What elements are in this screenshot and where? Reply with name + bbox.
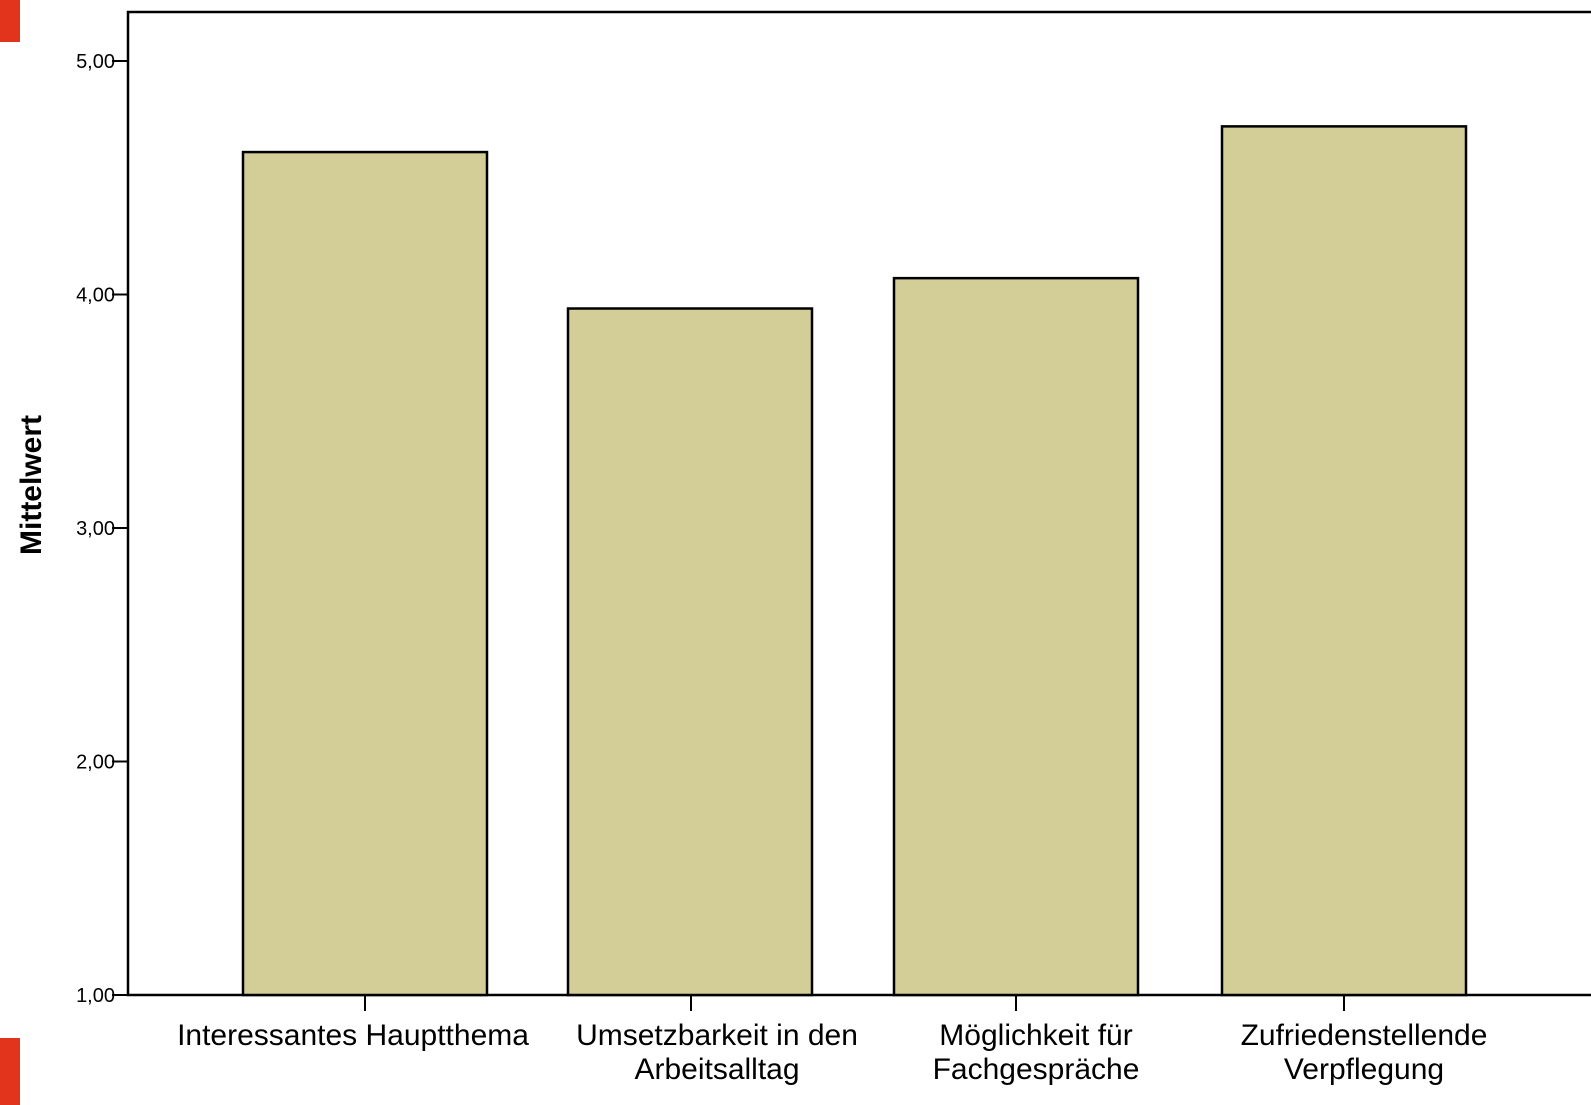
x-category-label-3-line-1: Verpflegung [1284,1053,1444,1086]
y-tick-label-4: 5,00 [76,51,115,73]
x-category-label-2-line-1: Fachgespräche [933,1053,1140,1086]
x-category-label-2-line-0: Möglichkeit für [939,1019,1132,1052]
x-category-label-1: Umsetzbarkeit in den Arbeitsalltag [576,1019,858,1086]
bars [241,125,1468,997]
plot-frame [126,10,1591,997]
bar-1 [566,307,814,997]
y-tick-label-3: 4,00 [76,285,115,307]
side-marker-bottom [0,1038,20,1105]
y-tick-label-1: 2,00 [76,752,115,774]
x-category-label-3: Zufriedenstellende Verpflegung [1241,1019,1488,1086]
y-tick-label-2: 3,00 [76,518,115,540]
y-axis: 1,00 2,00 3,00 4,00 5,00 [76,51,128,1007]
x-category-label-1-line-0: Umsetzbarkeit in den [576,1019,858,1052]
x-axis: Interessantes Hauptthema Umsetzbarkeit in… [177,995,1487,1086]
y-axis-title: Mittelwert [15,415,48,555]
bar-0 [241,150,489,997]
side-marker-top [0,0,20,42]
x-category-label-0: Interessantes Hauptthema [177,1019,529,1052]
x-category-label-0-line-0: Interessantes Hauptthema [177,1019,529,1052]
y-tick-label-0: 1,00 [76,985,115,1007]
x-category-label-1-line-1: Arbeitsalltag [634,1053,799,1086]
bar-3 [1220,125,1468,997]
x-category-label-3-line-0: Zufriedenstellende [1241,1019,1488,1052]
x-category-label-2: Möglichkeit für Fachgespräche [933,1019,1140,1086]
bar-2 [892,276,1140,997]
